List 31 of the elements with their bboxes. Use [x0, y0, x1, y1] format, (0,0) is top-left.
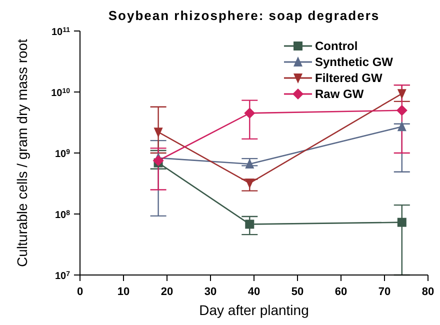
x-tick-label: 0 — [76, 286, 84, 298]
x-tick-label: 70 — [378, 286, 391, 298]
y-tick-label: 10$^{8}$ — [54, 210, 70, 221]
legend-label: Raw GW — [315, 86, 364, 102]
y-tick-label: 10$^{7}$ — [54, 270, 70, 282]
x-tick-label: 30 — [204, 286, 217, 298]
legend-label: Synthetic GW — [315, 54, 394, 70]
point — [244, 108, 256, 119]
point — [245, 178, 254, 189]
y-tick-label: 10$^{9}$ — [54, 148, 70, 160]
y-tick-label: 10$^{10}$ — [51, 88, 70, 99]
x-tick-label: 40 — [248, 286, 260, 298]
chart-title: Soybean rhizosphere: soap degraders — [107, 8, 381, 23]
x-tick-label: 60 — [334, 286, 348, 298]
point — [154, 128, 163, 138]
point — [245, 220, 254, 229]
x-axis-title: Day after planting — [199, 302, 309, 318]
x-tick-label: 10 — [117, 286, 130, 298]
x-tick-label: 20 — [160, 286, 174, 298]
legend-label: Control — [315, 38, 358, 54]
x-tick-label: 80 — [422, 286, 434, 298]
point — [245, 158, 254, 169]
x-tick-label: 50 — [291, 286, 304, 298]
point — [397, 121, 406, 132]
point — [396, 104, 408, 116]
y-axis-title: Culturable cells / gram dry mass root — [14, 38, 30, 267]
legend-label: Filtered GW — [315, 70, 382, 86]
point — [397, 218, 406, 227]
y-tick-label: 10$^{11}$ — [51, 26, 70, 38]
point — [397, 89, 406, 100]
point — [152, 155, 164, 166]
